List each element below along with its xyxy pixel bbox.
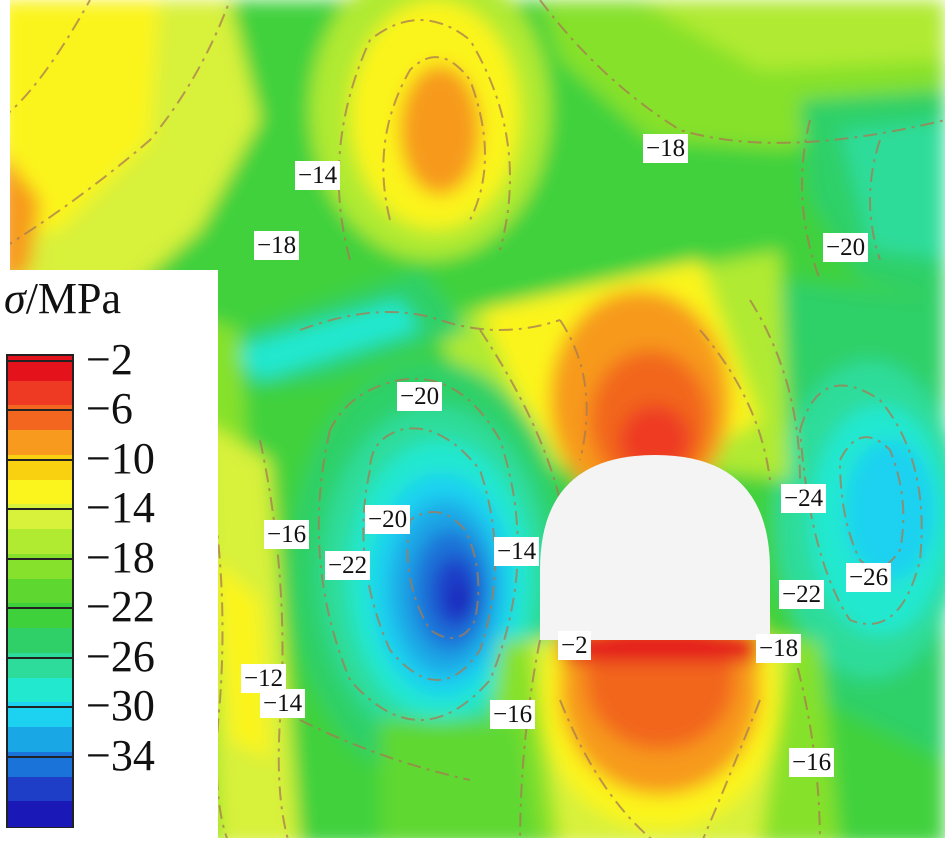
contour-label: −12 [241, 664, 287, 693]
legend-tick-label: −14 [86, 483, 155, 533]
legend-band [8, 479, 72, 505]
legend-band [8, 776, 72, 802]
contour-label: −18 [643, 134, 689, 163]
contour-label: −26 [846, 563, 892, 592]
contour-label: −20 [397, 382, 443, 411]
legend-band [8, 628, 72, 654]
legend-title: σ/MPa [4, 272, 121, 326]
legend-tick-label: −6 [86, 384, 133, 434]
contour-label: −2 [558, 631, 591, 660]
contour-label: −14 [260, 689, 306, 718]
contour-label: −16 [789, 748, 835, 777]
legend-band [8, 801, 72, 827]
contour-label: −18 [756, 634, 802, 663]
legend-tick-line [8, 656, 72, 659]
tunnel-opening [540, 455, 770, 640]
legend-tick-line [8, 508, 72, 511]
legend-tick-label: −34 [86, 730, 155, 780]
legend-colorbar [6, 354, 74, 828]
contour-label: −16 [490, 700, 536, 729]
legend-tick-line [8, 607, 72, 610]
legend-symbol: σ [4, 274, 26, 323]
legend-band [8, 529, 72, 555]
legend-tick-line [8, 557, 72, 560]
legend-band [8, 727, 72, 753]
legend-tick-line [8, 360, 72, 362]
legend-tick-label: −26 [86, 631, 155, 681]
legend-tick-line [8, 755, 72, 758]
legend-band [8, 430, 72, 456]
legend-tick-label: −30 [86, 681, 155, 731]
legend-band [8, 578, 72, 604]
contour-label: −20 [365, 505, 411, 534]
color-legend: σ/MPa −2 −6 −10 −14 −18 −22 −26 −30 −34 [0, 270, 218, 846]
legend-tick-label: −10 [86, 433, 155, 483]
legend-tick-line [8, 706, 72, 709]
contour-label: −14 [295, 161, 341, 190]
legend-tick-label: −18 [86, 532, 155, 582]
contour-label: −24 [781, 484, 827, 513]
contour-label: −22 [325, 551, 371, 580]
legend-band [8, 677, 72, 703]
legend-tick-label: −22 [86, 582, 155, 632]
legend-unit: /MPa [25, 274, 122, 323]
legend-tick-line [8, 409, 72, 412]
contour-label: −14 [494, 537, 540, 566]
legend-band [8, 380, 72, 407]
contour-label: −20 [823, 233, 869, 262]
contour-label: −18 [254, 231, 300, 260]
legend-tick-label: −2 [86, 335, 133, 384]
legend-tick-line [8, 458, 72, 461]
contour-label: −16 [264, 520, 310, 549]
contour-label: −22 [779, 580, 825, 609]
